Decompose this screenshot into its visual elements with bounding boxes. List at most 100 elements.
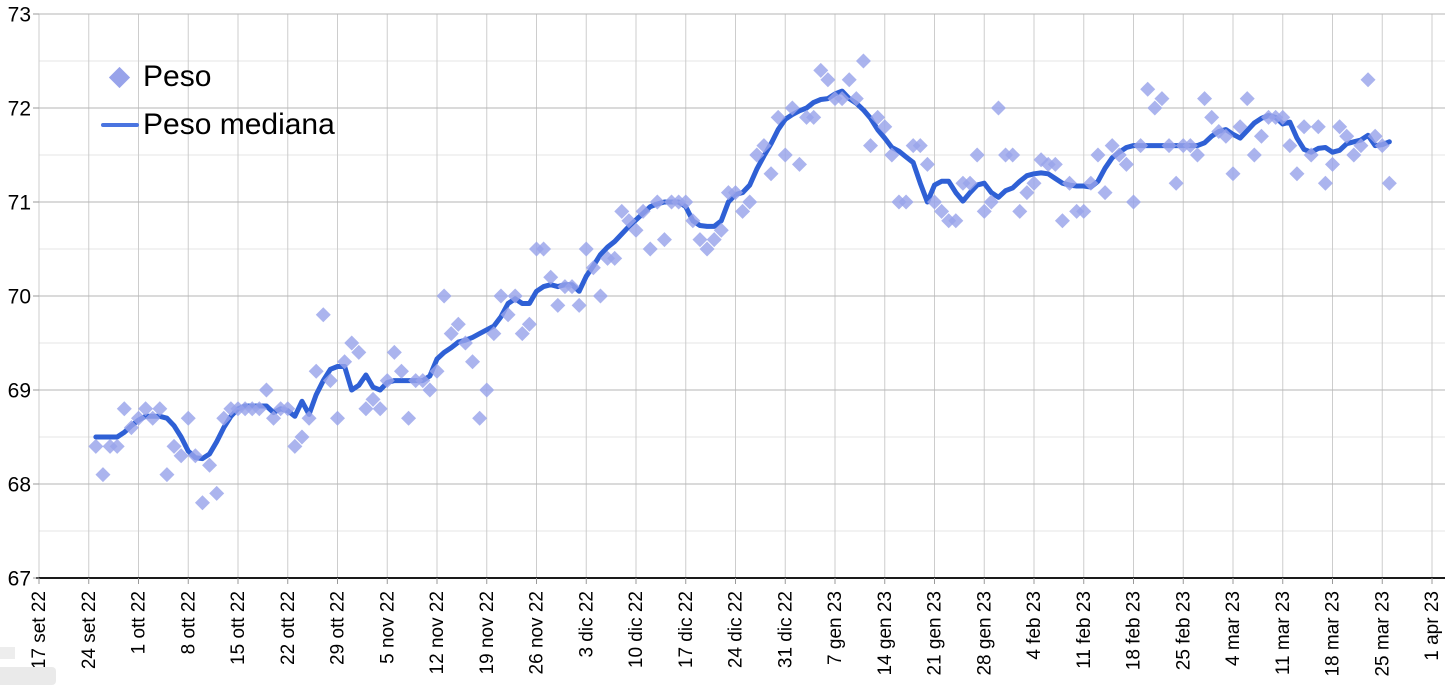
data-point-diamond[interactable] bbox=[1097, 185, 1113, 201]
data-point-diamond[interactable] bbox=[486, 326, 502, 342]
data-point-diamond[interactable] bbox=[1062, 175, 1078, 191]
data-point-diamond[interactable] bbox=[791, 156, 807, 172]
data-point-diamond[interactable] bbox=[877, 119, 893, 135]
data-point-diamond[interactable] bbox=[180, 410, 196, 426]
data-point-diamond[interactable] bbox=[1026, 175, 1042, 191]
data-point-diamond[interactable] bbox=[749, 147, 765, 163]
data-point-diamond[interactable] bbox=[337, 354, 353, 370]
data-point-diamond[interactable] bbox=[863, 138, 879, 154]
data-point-diamond[interactable] bbox=[699, 241, 715, 257]
data-point-diamond[interactable] bbox=[635, 203, 651, 219]
data-point-diamond[interactable] bbox=[1140, 81, 1156, 97]
data-point-diamond[interactable] bbox=[401, 410, 417, 426]
data-point-diamond[interactable] bbox=[443, 326, 459, 342]
data-point-diamond[interactable] bbox=[813, 62, 829, 78]
data-point-diamond[interactable] bbox=[550, 297, 566, 313]
data-point-diamond[interactable] bbox=[1317, 175, 1333, 191]
data-point-diamond[interactable] bbox=[969, 147, 985, 163]
data-point-diamond[interactable] bbox=[251, 401, 267, 417]
data-point-diamond[interactable] bbox=[287, 438, 303, 454]
data-point-diamond[interactable] bbox=[1005, 147, 1021, 163]
data-point-diamond[interactable] bbox=[1332, 119, 1348, 135]
data-point-diamond[interactable] bbox=[1047, 156, 1063, 172]
data-point-diamond[interactable] bbox=[1012, 203, 1028, 219]
data-point-diamond[interactable] bbox=[1296, 119, 1312, 135]
data-point-diamond[interactable] bbox=[436, 288, 452, 304]
data-point-diamond[interactable] bbox=[145, 410, 161, 426]
data-point-diamond[interactable] bbox=[614, 203, 630, 219]
data-point-diamond[interactable] bbox=[777, 147, 793, 163]
data-point-diamond[interactable] bbox=[258, 382, 274, 398]
data-point-diamond[interactable] bbox=[1353, 138, 1369, 154]
data-point-diamond[interactable] bbox=[1133, 138, 1149, 154]
data-point-diamond[interactable] bbox=[713, 222, 729, 238]
data-point-diamond[interactable] bbox=[187, 448, 203, 464]
data-point-diamond[interactable] bbox=[948, 213, 964, 229]
data-point-diamond[interactable] bbox=[1168, 175, 1184, 191]
data-point-diamond[interactable] bbox=[1303, 147, 1319, 163]
data-point-diamond[interactable] bbox=[351, 344, 367, 360]
data-point-diamond[interactable] bbox=[365, 391, 381, 407]
data-point-diamond[interactable] bbox=[1111, 147, 1127, 163]
data-point-diamond[interactable] bbox=[1381, 175, 1397, 191]
data-point-diamond[interactable] bbox=[109, 438, 125, 454]
data-point-diamond[interactable] bbox=[330, 410, 345, 426]
data-point-diamond[interactable] bbox=[578, 241, 594, 257]
data-point-diamond[interactable] bbox=[1189, 147, 1205, 163]
data-point-diamond[interactable] bbox=[649, 194, 665, 210]
data-point-diamond[interactable] bbox=[159, 467, 175, 483]
data-point-diamond[interactable] bbox=[592, 288, 608, 304]
data-point-diamond[interactable] bbox=[393, 363, 409, 379]
data-point-diamond[interactable] bbox=[770, 109, 786, 125]
data-point-diamond[interactable] bbox=[1147, 100, 1163, 116]
data-point-diamond[interactable] bbox=[521, 316, 537, 332]
data-point-diamond[interactable] bbox=[1282, 138, 1298, 154]
data-point-diamond[interactable] bbox=[656, 232, 672, 248]
data-point-diamond[interactable] bbox=[1374, 138, 1390, 154]
data-point-diamond[interactable] bbox=[386, 344, 402, 360]
data-point-diamond[interactable] bbox=[138, 401, 154, 417]
data-point-diamond[interactable] bbox=[379, 373, 395, 389]
data-point-diamond[interactable] bbox=[564, 279, 580, 295]
data-point-diamond[interactable] bbox=[493, 288, 509, 304]
data-point-diamond[interactable] bbox=[742, 194, 758, 210]
data-point-diamond[interactable] bbox=[1118, 156, 1134, 172]
data-point-diamond[interactable] bbox=[358, 401, 374, 417]
data-point-diamond[interactable] bbox=[763, 166, 779, 182]
data-point-diamond[interactable] bbox=[1239, 91, 1255, 107]
data-point-diamond[interactable] bbox=[266, 410, 282, 426]
data-point-diamond[interactable] bbox=[990, 100, 1006, 116]
data-point-diamond[interactable] bbox=[585, 260, 601, 276]
data-point-diamond[interactable] bbox=[166, 438, 182, 454]
data-point-diamond[interactable] bbox=[543, 269, 559, 285]
data-point-diamond[interactable] bbox=[123, 420, 139, 436]
data-point-diamond[interactable] bbox=[1218, 128, 1234, 144]
data-point-diamond[interactable] bbox=[372, 401, 388, 417]
data-point-diamond[interactable] bbox=[784, 100, 800, 116]
data-point-diamond[interactable] bbox=[919, 156, 935, 172]
data-point-diamond[interactable] bbox=[642, 241, 658, 257]
data-point-diamond[interactable] bbox=[1275, 109, 1291, 125]
data-point-diamond[interactable] bbox=[806, 109, 822, 125]
data-point-diamond[interactable] bbox=[116, 401, 132, 417]
data-point-diamond[interactable] bbox=[820, 72, 836, 88]
data-point-diamond[interactable] bbox=[472, 410, 488, 426]
data-point-diamond[interactable] bbox=[706, 232, 722, 248]
data-point-diamond[interactable] bbox=[678, 194, 694, 210]
data-point-diamond[interactable] bbox=[1083, 175, 1099, 191]
data-point-diamond[interactable] bbox=[1161, 138, 1177, 154]
data-point-diamond[interactable] bbox=[834, 91, 850, 107]
data-point-diamond[interactable] bbox=[344, 335, 360, 351]
data-point-diamond[interactable] bbox=[685, 213, 701, 229]
data-point-diamond[interactable] bbox=[294, 429, 310, 445]
data-point-diamond[interactable] bbox=[1019, 185, 1035, 201]
data-point-diamond[interactable] bbox=[194, 495, 210, 511]
data-point-diamond[interactable] bbox=[1232, 119, 1248, 135]
data-point-diamond[interactable] bbox=[912, 138, 928, 154]
data-point-diamond[interactable] bbox=[280, 401, 296, 417]
data-point-diamond[interactable] bbox=[1367, 128, 1383, 144]
data-point-diamond[interactable] bbox=[855, 53, 871, 69]
data-point-diamond[interactable] bbox=[692, 232, 708, 248]
data-point-diamond[interactable] bbox=[131, 410, 146, 426]
data-point-diamond[interactable] bbox=[1360, 72, 1376, 88]
